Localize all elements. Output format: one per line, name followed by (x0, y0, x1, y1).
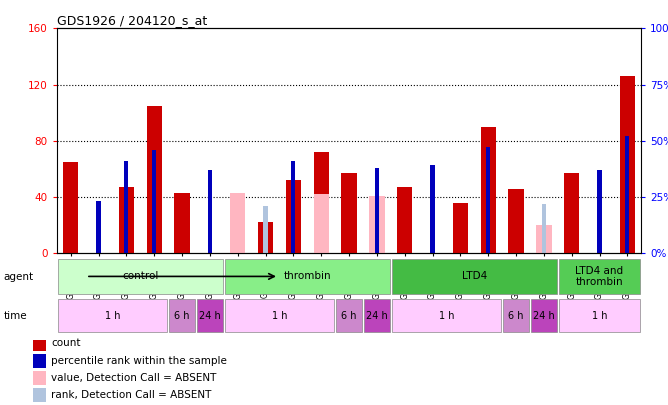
Text: 1 h: 1 h (105, 311, 120, 321)
Bar (542, 204, 546, 253)
Bar (169, 300, 195, 332)
Bar (625, 136, 629, 253)
Bar (620, 76, 635, 253)
Text: rank, Detection Call = ABSENT: rank, Detection Call = ABSENT (51, 390, 212, 400)
Bar (224, 300, 334, 332)
Text: control: control (122, 271, 158, 281)
Bar (508, 188, 524, 253)
Bar (536, 225, 552, 253)
Bar (486, 147, 490, 253)
Text: 1 h: 1 h (592, 311, 607, 321)
Bar (124, 161, 128, 253)
Text: 6 h: 6 h (341, 311, 357, 321)
Bar (57, 259, 223, 294)
Bar (208, 170, 212, 253)
Bar (558, 259, 641, 294)
Text: 24 h: 24 h (199, 311, 220, 321)
Text: thrombin: thrombin (283, 271, 331, 281)
Text: LTD4 and
thrombin: LTD4 and thrombin (575, 266, 624, 287)
Bar (291, 161, 295, 253)
Bar (33, 354, 46, 368)
Text: LTD4: LTD4 (462, 271, 487, 281)
Text: 6 h: 6 h (174, 311, 190, 321)
Text: 6 h: 6 h (508, 311, 524, 321)
Bar (480, 127, 496, 253)
Text: 24 h: 24 h (533, 311, 554, 321)
Text: 1 h: 1 h (439, 311, 454, 321)
Bar (33, 371, 46, 385)
Bar (558, 300, 641, 332)
Bar (364, 300, 390, 332)
Bar (564, 173, 579, 253)
Bar (146, 106, 162, 253)
Bar (33, 336, 46, 351)
Bar (391, 259, 557, 294)
Bar (230, 193, 245, 253)
Bar (57, 300, 167, 332)
Bar (597, 170, 602, 253)
Text: GDS1926 / 204120_s_at: GDS1926 / 204120_s_at (57, 14, 207, 27)
Text: 24 h: 24 h (366, 311, 387, 321)
Bar (224, 259, 390, 294)
Bar (63, 162, 78, 253)
Bar (286, 180, 301, 253)
Text: agent: agent (3, 272, 33, 281)
Bar (503, 300, 529, 332)
Bar (313, 152, 329, 253)
Bar (174, 193, 190, 253)
Bar (119, 187, 134, 253)
Bar (391, 300, 501, 332)
Text: value, Detection Call = ABSENT: value, Detection Call = ABSENT (51, 373, 216, 383)
Text: count: count (51, 339, 81, 348)
Bar (397, 187, 412, 253)
Bar (96, 201, 101, 253)
Bar (33, 388, 46, 403)
Bar (336, 300, 362, 332)
Bar (341, 173, 357, 253)
Text: time: time (3, 311, 27, 321)
Bar (197, 300, 223, 332)
Text: percentile rank within the sample: percentile rank within the sample (51, 356, 227, 366)
Bar (369, 196, 385, 253)
Bar (263, 206, 268, 253)
Bar (152, 150, 156, 253)
Bar (258, 222, 273, 253)
Bar (531, 300, 557, 332)
Text: 1 h: 1 h (272, 311, 287, 321)
Bar (453, 202, 468, 253)
Bar (313, 194, 329, 253)
Bar (375, 168, 379, 253)
Bar (430, 166, 435, 253)
